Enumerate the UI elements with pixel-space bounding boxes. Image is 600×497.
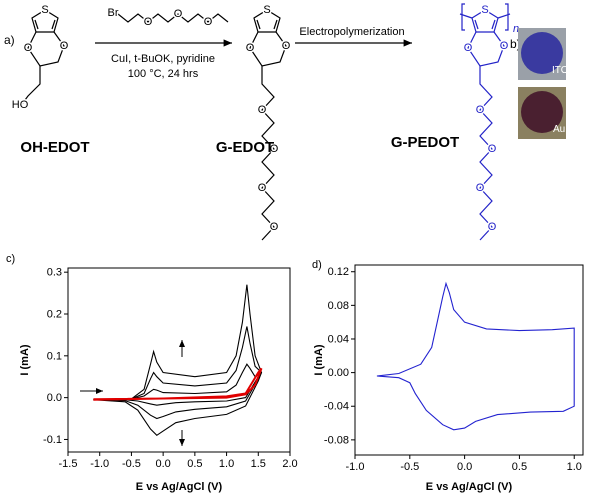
x-tick-label: -1.5 — [59, 458, 78, 470]
y-axis-title: I (mA) — [19, 344, 31, 376]
atom-label: O — [464, 42, 473, 54]
x-axis-title: E vs Ag/AgCl (V) — [136, 481, 223, 493]
y-tick-label: 0.12 — [328, 266, 349, 278]
atom-label: O — [476, 104, 485, 116]
photo-label: Au — [553, 124, 565, 135]
atom-label: O — [488, 221, 497, 233]
x-tick-label: -1.0 — [346, 461, 365, 473]
cv-curve — [93, 284, 263, 437]
photo-label: ITO — [552, 65, 569, 76]
x-tick-label: 0.0 — [457, 461, 472, 473]
repeat-index: n — [513, 23, 519, 35]
panel-label: d) — [312, 259, 322, 271]
y-tick-label: -0.1 — [43, 434, 62, 446]
y-tick-label: 0.0 — [47, 392, 62, 404]
y-tick-label: 0.2 — [47, 309, 62, 321]
step-label: Electropolymerization — [299, 26, 404, 38]
atom-label: O — [24, 42, 33, 54]
y-tick-label: 0.04 — [328, 333, 349, 345]
y-tick-label: -0.04 — [324, 401, 349, 413]
g-edot-structure: S O O O O O O — [244, 2, 292, 241]
x-tick-label: 0.0 — [155, 458, 170, 470]
y-tick-label: 0.00 — [328, 367, 349, 379]
compound-name: OH-EDOT — [20, 139, 89, 156]
atom-label: O — [282, 40, 291, 52]
photo-film — [521, 32, 563, 74]
atom-label: S — [41, 4, 48, 16]
y-tick-label: 0.1 — [47, 350, 62, 362]
x-tick-label: 2.0 — [282, 458, 297, 470]
cv-curve — [93, 367, 263, 401]
x-tick-label: 0.5 — [512, 461, 527, 473]
atom-label: O — [60, 40, 69, 52]
y-tick-label: 0.3 — [47, 267, 62, 279]
panel-label: b) — [510, 37, 521, 51]
x-tick-label: 1.5 — [251, 458, 266, 470]
y-tick-label: -0.08 — [324, 434, 349, 446]
g-pedot-structure: S O O O O O O n — [459, 2, 519, 241]
cv-curve — [93, 326, 263, 420]
panel-label: c) — [6, 253, 15, 265]
photo-film — [521, 91, 563, 133]
x-tick-label: -1.0 — [90, 458, 109, 470]
compound-name: G-PEDOT — [391, 134, 459, 151]
compound-name: G-EDOT — [216, 139, 274, 156]
cv-curve — [376, 281, 575, 431]
atom-label: O — [144, 16, 153, 28]
plot-frame — [354, 264, 584, 456]
oh-edot-structure: S O O HO — [10, 2, 70, 112]
cv-curve — [93, 363, 262, 406]
atom-label: O — [476, 182, 485, 194]
atom-label: S — [481, 4, 488, 16]
atom-label: O — [488, 143, 497, 155]
x-tick-label: -0.5 — [400, 461, 419, 473]
atom-label: O — [204, 16, 213, 28]
x-axis-title: E vs Ag/AgCl (V) — [426, 481, 513, 493]
panel-label: a) — [4, 33, 15, 47]
atom-label: O — [270, 143, 279, 155]
atom-label: O — [246, 42, 255, 54]
condition: 100 °C, 24 hrs — [128, 68, 199, 80]
x-tick-label: 1.0 — [567, 461, 582, 473]
x-tick-label: 1.0 — [219, 458, 234, 470]
atom-label: O — [270, 221, 279, 233]
y-axis-title: I (mA) — [313, 344, 325, 376]
atom-label: S — [263, 4, 270, 16]
plot-frame — [67, 267, 291, 453]
x-tick-label: -0.5 — [122, 458, 141, 470]
atom-label: HO — [12, 99, 29, 111]
x-tick-label: 0.5 — [187, 458, 202, 470]
atom-label: O — [174, 8, 183, 20]
y-tick-label: 0.08 — [328, 300, 349, 312]
atom-label: Br — [108, 7, 119, 19]
reagent-structure: Br O O O — [106, 5, 229, 29]
atom-label: O — [258, 104, 267, 116]
atom-label: O — [258, 182, 267, 194]
condition: CuI, t-BuOK, pyridine — [111, 53, 215, 65]
atom-label: O — [500, 40, 509, 52]
